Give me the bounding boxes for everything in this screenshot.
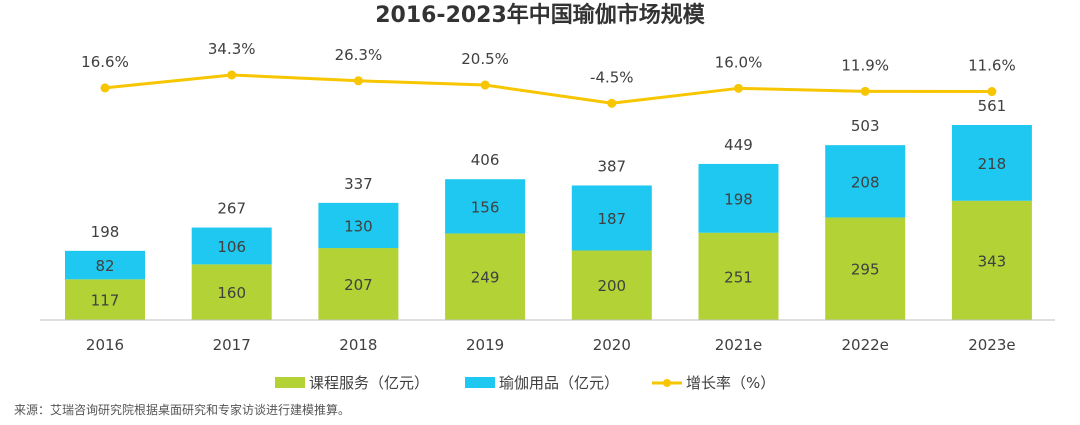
growth-label-2021e: 16.0% <box>715 53 763 71</box>
growth-point-2021e <box>734 83 743 93</box>
growth-point-2019 <box>480 80 490 90</box>
x-tick-2018: 2018 <box>339 336 377 354</box>
label-course-2021e: 251 <box>724 268 753 286</box>
bar-products-2017 <box>191 227 272 265</box>
growth-label-2020: -4.5% <box>590 68 634 86</box>
growth-label-2016: 16.6% <box>81 53 129 71</box>
bar-products-2018 <box>318 202 399 249</box>
growth-point-2016 <box>100 83 110 93</box>
growth-line <box>104 73 992 105</box>
legend-label-products: 瑜伽用品（亿元） <box>499 374 619 392</box>
growth-label-2018: 26.3% <box>335 46 383 64</box>
source-note: 来源：艾瑞咨询研究院根据桌面研究和专家访谈进行建模推算。 <box>14 402 350 417</box>
growth-point-2017 <box>227 70 237 80</box>
label-course-2020: 200 <box>597 277 626 295</box>
legend-swatch-course <box>275 377 305 388</box>
bar-products-2021e <box>698 163 779 233</box>
bar-products-2022e <box>825 145 906 218</box>
label-total-2018: 337 <box>344 175 373 193</box>
label-products-2022e: 208 <box>851 173 880 191</box>
x-tick-2023e: 2023e <box>968 336 1015 354</box>
bar-course-2017 <box>191 264 272 320</box>
x-tick-2019: 2019 <box>466 336 504 354</box>
bar-course-2023e <box>951 200 1032 320</box>
label-total-2019: 406 <box>471 151 500 169</box>
label-course-2019: 249 <box>471 269 500 287</box>
bar-course-2020 <box>571 250 652 320</box>
label-course-2017: 160 <box>217 284 246 302</box>
label-products-2017: 106 <box>217 238 246 256</box>
growth-label-2023e: 11.6% <box>968 57 1016 75</box>
legend-label-course: 课程服务（亿元） <box>309 374 429 392</box>
bar-products-2019 <box>445 179 526 234</box>
growth-point-2020 <box>607 98 617 108</box>
x-tick-2020: 2020 <box>593 336 631 354</box>
label-products-2018: 130 <box>344 217 373 235</box>
x-tick-2017: 2017 <box>213 336 251 354</box>
bar-course-2018 <box>318 248 399 320</box>
growth-point-2022e <box>860 86 870 96</box>
bar-course-2022e <box>825 217 906 320</box>
label-course-2023e: 343 <box>978 252 1007 270</box>
legend-swatch-products <box>465 377 495 388</box>
label-course-2018: 207 <box>344 276 373 294</box>
growth-label-2019: 20.5% <box>461 50 509 68</box>
x-tick-2016: 2016 <box>86 336 124 354</box>
x-tick-2021e: 2021e <box>715 336 762 354</box>
bar-products-2023e <box>951 124 1032 201</box>
label-products-2021e: 198 <box>724 190 753 208</box>
label-total-2022e: 503 <box>851 117 880 135</box>
label-total-2017: 267 <box>217 200 246 218</box>
label-total-2021e: 449 <box>724 136 753 154</box>
bar-products-2020 <box>571 185 652 251</box>
bar-course-2021e <box>698 232 779 320</box>
x-tick-2022e: 2022e <box>841 336 888 354</box>
label-course-2022e: 295 <box>851 261 880 279</box>
growth-label-2017: 34.3% <box>208 40 256 58</box>
legend: 课程服务（亿元） 瑜伽用品（亿元） 增长率（%） <box>275 374 775 392</box>
label-total-2023e: 561 <box>978 97 1007 115</box>
label-total-2016: 198 <box>91 223 120 241</box>
label-total-2020: 387 <box>597 157 626 175</box>
label-products-2023e: 218 <box>978 155 1007 173</box>
legend-marker-growth <box>663 379 671 387</box>
bar-course-2019 <box>445 233 526 320</box>
label-products-2019: 156 <box>471 198 500 216</box>
growth-label-2022e: 11.9% <box>841 56 889 74</box>
chart-title: 2016-2023年中国瑜伽市场规模 <box>375 2 706 28</box>
label-products-2016: 82 <box>95 257 114 275</box>
legend-label-growth: 增长率（%） <box>686 374 775 392</box>
bar-products-2016 <box>65 250 145 280</box>
growth-point-2018 <box>353 76 363 86</box>
bar-course-2016 <box>65 279 145 320</box>
growth-point-2023e <box>987 87 997 97</box>
label-products-2020: 187 <box>597 210 626 228</box>
label-course-2016: 117 <box>91 292 120 310</box>
